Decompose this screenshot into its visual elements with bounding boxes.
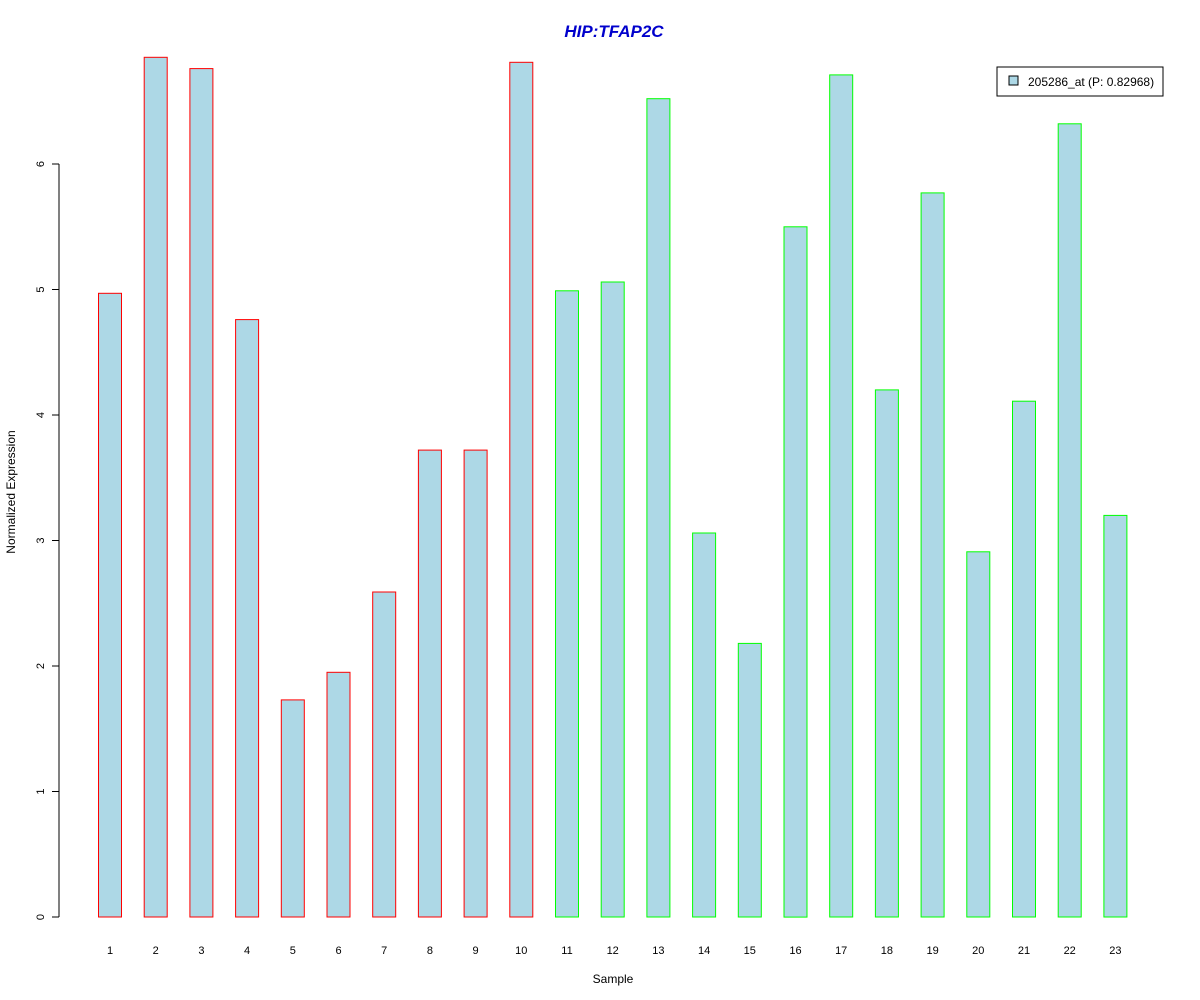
x-axis-label: Sample (593, 972, 634, 986)
x-tick-label: 9 (473, 945, 479, 957)
x-tick-label: 1 (107, 945, 113, 957)
bar-sample-2 (143, 56, 168, 918)
legend-swatch (1008, 75, 1019, 86)
bar-sample-6 (326, 671, 351, 918)
bar-sample-4 (235, 319, 260, 918)
bar-sample-17 (829, 74, 854, 918)
x-tick-label: 4 (244, 945, 250, 957)
x-tick-label: 15 (744, 945, 756, 957)
x-tick-label: 17 (835, 945, 847, 957)
x-tick-label: 13 (652, 945, 664, 957)
x-tick-label: 20 (972, 945, 984, 957)
bar-sample-11 (555, 290, 579, 918)
y-tick-label: 3 (35, 537, 47, 543)
x-tick-label: 23 (1109, 945, 1121, 957)
bar-sample-14 (692, 532, 717, 918)
bar-sample-23 (1103, 514, 1128, 918)
chart-title: HIP:TFAP2C (564, 22, 664, 41)
legend-box (996, 66, 1164, 97)
x-tick-label: 19 (926, 945, 938, 957)
bars-group (98, 56, 1128, 918)
y-tick-label: 4 (35, 412, 47, 418)
bar-sample-1 (98, 292, 122, 918)
x-tick-label: 5 (290, 945, 296, 957)
bar-sample-8 (417, 449, 442, 918)
x-tick-label: 8 (427, 945, 433, 957)
bar-sample-9 (463, 449, 488, 918)
y-axis: 0 1 2 3 4 5 6 (35, 161, 60, 920)
y-axis-label: Normalized Expression (4, 430, 18, 553)
bar-sample-21 (1012, 400, 1036, 918)
bar-sample-7 (372, 591, 397, 918)
bar-sample-16 (783, 226, 808, 918)
x-tick-label: 12 (607, 945, 619, 957)
bar-sample-13 (646, 98, 671, 918)
bar-sample-5 (280, 699, 305, 918)
y-tick-label: 2 (35, 663, 47, 669)
x-tick-label: 10 (515, 945, 527, 957)
legend-label: 205286_at (P: 0.82968) (1028, 75, 1154, 89)
bar-sample-10 (509, 61, 534, 918)
x-tick-label: 18 (881, 945, 893, 957)
x-tick-label: 22 (1064, 945, 1076, 957)
bar-sample-20 (966, 551, 991, 918)
y-tick-label: 1 (35, 788, 47, 794)
x-tick-label: 6 (335, 945, 341, 957)
bar-sample-12 (600, 281, 625, 918)
x-tick-label: 14 (698, 945, 710, 957)
x-tick-label: 21 (1018, 945, 1030, 957)
bar-sample-19 (920, 192, 945, 918)
x-tick-labels: 1 2 3 4 5 6 7 8 9 10 11 12 13 14 15 16 17 18 19 20 21 22 23 (107, 945, 1122, 957)
bar-sample-18 (874, 389, 899, 918)
x-tick-label: 3 (198, 945, 204, 957)
legend: 205286_at (P: 0.82968) (996, 66, 1164, 97)
y-tick-label: 0 (35, 914, 47, 920)
bar-sample-3 (189, 68, 214, 918)
y-tick-label: 6 (35, 161, 47, 167)
x-tick-label: 16 (789, 945, 801, 957)
x-tick-label: 11 (561, 945, 572, 957)
bar-sample-15 (737, 642, 762, 918)
y-tick-label: 5 (35, 286, 47, 292)
bar-sample-22 (1057, 123, 1082, 918)
x-tick-label: 2 (153, 945, 159, 957)
x-tick-label: 7 (381, 945, 387, 957)
